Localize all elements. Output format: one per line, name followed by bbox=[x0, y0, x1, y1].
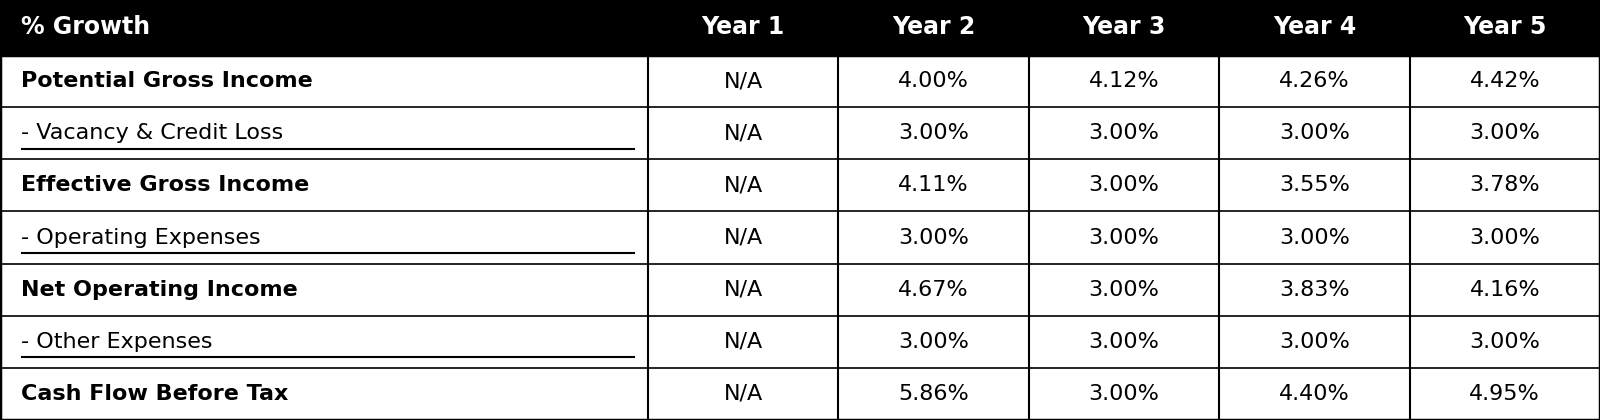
Text: 4.95%: 4.95% bbox=[1469, 384, 1541, 404]
Text: 3.00%: 3.00% bbox=[1088, 280, 1160, 299]
Text: 3.00%: 3.00% bbox=[898, 123, 970, 143]
Text: 3.00%: 3.00% bbox=[1278, 123, 1350, 143]
Text: N/A: N/A bbox=[723, 332, 763, 352]
Text: 3.00%: 3.00% bbox=[1088, 228, 1160, 247]
Text: Cash Flow Before Tax: Cash Flow Before Tax bbox=[21, 384, 288, 404]
Text: 4.26%: 4.26% bbox=[1278, 71, 1350, 91]
Text: Year 4: Year 4 bbox=[1272, 16, 1357, 39]
Text: Year 2: Year 2 bbox=[891, 16, 976, 39]
Text: % Growth: % Growth bbox=[21, 16, 150, 39]
Text: 3.00%: 3.00% bbox=[898, 332, 970, 352]
Text: Potential Gross Income: Potential Gross Income bbox=[21, 71, 312, 91]
Text: N/A: N/A bbox=[723, 123, 763, 143]
Text: Net Operating Income: Net Operating Income bbox=[21, 280, 298, 299]
Text: 4.11%: 4.11% bbox=[898, 176, 970, 195]
Text: 3.55%: 3.55% bbox=[1278, 176, 1350, 195]
Text: Year 3: Year 3 bbox=[1082, 16, 1166, 39]
Text: N/A: N/A bbox=[723, 176, 763, 195]
Text: - Other Expenses: - Other Expenses bbox=[21, 332, 213, 352]
Text: 3.78%: 3.78% bbox=[1469, 176, 1541, 195]
Text: 3.00%: 3.00% bbox=[1088, 176, 1160, 195]
Text: 3.00%: 3.00% bbox=[1469, 332, 1541, 352]
Text: 3.00%: 3.00% bbox=[898, 228, 970, 247]
Text: 4.12%: 4.12% bbox=[1088, 71, 1160, 91]
Text: N/A: N/A bbox=[723, 384, 763, 404]
Text: 3.83%: 3.83% bbox=[1278, 280, 1350, 299]
Text: 4.40%: 4.40% bbox=[1278, 384, 1350, 404]
Text: 3.00%: 3.00% bbox=[1088, 123, 1160, 143]
Text: - Vacancy & Credit Loss: - Vacancy & Credit Loss bbox=[21, 123, 283, 143]
Text: 3.00%: 3.00% bbox=[1088, 384, 1160, 404]
Text: 4.67%: 4.67% bbox=[898, 280, 970, 299]
Text: 5.86%: 5.86% bbox=[898, 384, 970, 404]
Text: Year 1: Year 1 bbox=[701, 16, 786, 39]
Text: 3.00%: 3.00% bbox=[1469, 123, 1541, 143]
Text: 3.00%: 3.00% bbox=[1278, 332, 1350, 352]
Text: N/A: N/A bbox=[723, 280, 763, 299]
Text: 3.00%: 3.00% bbox=[1088, 332, 1160, 352]
Bar bbox=[0, 0, 1600, 55]
Text: N/A: N/A bbox=[723, 228, 763, 247]
Text: 4.42%: 4.42% bbox=[1469, 71, 1541, 91]
Text: N/A: N/A bbox=[723, 71, 763, 91]
Text: 3.00%: 3.00% bbox=[1469, 228, 1541, 247]
Text: 4.16%: 4.16% bbox=[1469, 280, 1541, 299]
Text: - Operating Expenses: - Operating Expenses bbox=[21, 228, 261, 247]
Text: Effective Gross Income: Effective Gross Income bbox=[21, 176, 309, 195]
Text: Year 5: Year 5 bbox=[1462, 16, 1547, 39]
Text: 3.00%: 3.00% bbox=[1278, 228, 1350, 247]
Text: 4.00%: 4.00% bbox=[898, 71, 970, 91]
